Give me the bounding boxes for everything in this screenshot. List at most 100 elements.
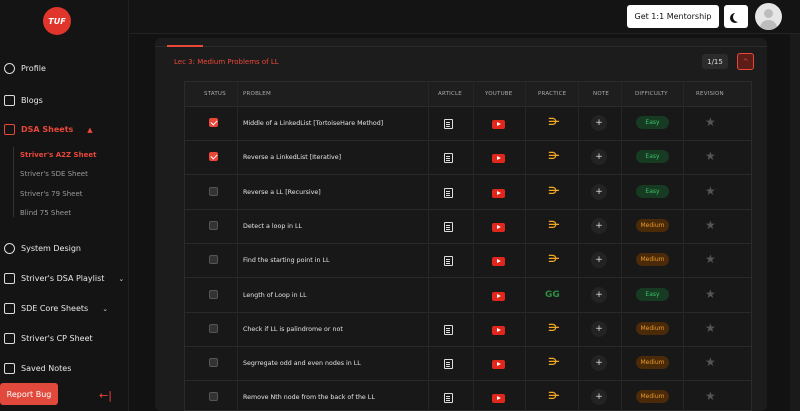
difficulty-badge: Medium [636,253,669,267]
add-note-button[interactable]: + [591,320,607,337]
youtube-icon[interactable] [492,325,505,335]
youtube-icon[interactable] [492,120,505,129]
add-note-button[interactable]: + [591,355,607,372]
revision-star-icon[interactable]: ★ [705,320,716,335]
status-checkbox[interactable] [209,289,218,299]
add-note-button[interactable]: + [591,217,607,234]
chevron-down-icon: ⌄ [118,274,125,283]
collapse-sidebar-icon[interactable]: ←| [99,389,112,402]
add-note-button[interactable]: + [591,149,607,166]
avatar[interactable] [755,3,782,30]
status-checkbox[interactable] [209,220,218,230]
sidebar-item-sde-core[interactable]: SDE Core Sheets ⌄ [4,303,108,314]
difficulty-badge: Medium [636,218,669,232]
add-note-button[interactable]: + [591,115,607,131]
status-checkbox[interactable] [209,323,218,333]
sidebar: TUF Profile Blogs DSA Sheets ▲ Striver's… [0,0,129,411]
column-divider [473,82,474,411]
revision-star-icon[interactable]: ★ [705,183,716,198]
codestudio-icon[interactable]: ⋺ [548,219,560,231]
article-icon[interactable] [444,119,453,129]
scrollbar[interactable] [790,34,800,411]
status-checkbox[interactable] [209,392,218,402]
article-icon[interactable] [444,256,453,267]
add-note-button[interactable]: + [591,389,607,406]
sidebar-item-cp-sheet[interactable]: Striver's CP Sheet [4,333,93,344]
difficulty-badge: Easy [636,150,669,164]
gfg-icon[interactable]: GG [545,289,560,300]
article-icon[interactable] [444,153,453,164]
youtube-icon[interactable] [492,257,505,267]
revision-star-icon[interactable]: ★ [705,115,716,129]
table-row: Reverse a LL [Recursive] ⋺ + Easy ★ [185,176,751,210]
problem-title[interactable]: Middle of a LinkedList [TortoiseHare Met… [243,120,384,127]
article-icon[interactable] [444,359,453,370]
youtube-icon[interactable] [492,360,505,370]
problem-title[interactable]: Length of Loop in LL [243,291,307,299]
chevron-up-icon: ▲ [87,125,93,134]
revision-star-icon[interactable]: ★ [705,217,716,232]
codestudio-icon[interactable]: ⋺ [548,357,560,369]
problem-title[interactable]: Check if LL is palindrome or not [243,325,343,333]
youtube-icon[interactable] [492,188,505,198]
problem-title[interactable]: Reverse a LL [Recursive] [243,188,321,196]
add-note-button[interactable]: + [591,252,607,269]
codestudio-icon[interactable]: ⋺ [548,151,560,163]
status-checkbox[interactable] [209,358,218,368]
sidebar-item-profile[interactable]: Profile [4,63,46,74]
article-icon[interactable] [444,393,453,404]
article-icon[interactable] [444,187,453,198]
sidebar-subitem-sde[interactable]: Striver's SDE Sheet [20,170,88,178]
problem-title[interactable]: Detect a loop in LL [243,222,303,230]
status-checkbox[interactable] [209,118,218,127]
status-checkbox[interactable] [209,186,218,196]
moon-icon [733,12,743,22]
report-bug-button[interactable]: Report Bug [0,383,58,405]
article-icon[interactable] [444,221,453,232]
sidebar-subitem-a2z[interactable]: Striver's A2Z Sheet [20,151,97,159]
status-checkbox[interactable] [209,255,218,265]
sidebar-item-dsa-sheets[interactable]: DSA Sheets ▲ [4,124,93,135]
youtube-icon[interactable] [492,394,505,404]
mentorship-button[interactable]: Get 1:1 Mentorship [627,5,719,28]
difficulty-badge: Medium [636,390,669,404]
problem-title[interactable]: Reverse a LinkedList [Iterative] [243,154,342,162]
revision-star-icon[interactable]: ★ [705,355,716,370]
sidebar-subitem-79[interactable]: Striver's 79 Sheet [20,190,83,198]
codestudio-icon[interactable]: ⋺ [548,322,560,334]
problem-title[interactable]: Remove Nth node from the back of the LL [243,394,375,402]
difficulty-badge: Medium [636,321,669,335]
sidebar-item-blogs[interactable]: Blogs [4,95,43,106]
table-row: Length of Loop in LL GG + Easy ★ [185,279,751,313]
sidebar-item-system-design[interactable]: System Design [4,243,81,254]
code-icon [4,303,15,314]
add-note-button[interactable]: + [591,183,607,200]
youtube-icon[interactable] [492,222,505,232]
problem-title[interactable]: Segrregate odd and even nodes in LL [243,360,361,368]
revision-star-icon[interactable]: ★ [705,286,716,301]
youtube-icon[interactable] [492,291,505,301]
status-checkbox[interactable] [209,152,218,162]
codestudio-icon[interactable]: ⋺ [548,254,560,266]
codestudio-icon[interactable]: ⋺ [548,391,560,403]
youtube-icon[interactable] [492,154,505,164]
play-icon [4,273,15,284]
add-note-button[interactable]: + [591,286,607,303]
table-row: Remove Nth node from the back of the LL ⋺… [185,381,751,411]
revision-star-icon[interactable]: ★ [705,149,716,164]
sidebar-item-dsa-playlist[interactable]: Striver's DSA Playlist ⌄ [4,273,124,284]
lecture-title[interactable]: Lec 3: Medium Problems of LL [174,58,279,66]
revision-star-icon[interactable]: ★ [705,252,716,267]
codestudio-icon[interactable]: ⋺ [548,117,560,128]
section-collapse-button[interactable]: ^ [737,53,754,70]
progress-count: 1/15 [702,54,728,69]
sidebar-subitem-blind75[interactable]: Blind 75 Sheet [20,209,72,217]
tuf-logo[interactable]: TUF [43,7,71,35]
sidebar-item-label: Blogs [21,96,43,105]
problem-title[interactable]: Find the starting point in LL [243,257,330,265]
codestudio-icon[interactable]: ⋺ [548,185,560,197]
sidebar-item-saved-notes[interactable]: Saved Notes [4,363,71,374]
theme-toggle-button[interactable] [724,5,748,28]
article-icon[interactable] [444,324,453,335]
revision-star-icon[interactable]: ★ [705,389,716,404]
